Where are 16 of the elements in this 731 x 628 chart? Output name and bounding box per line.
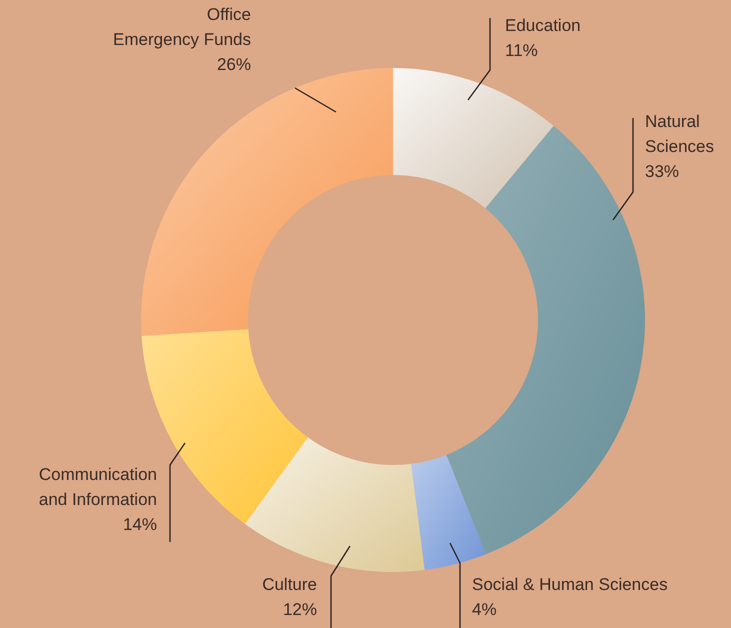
data-label: 26% <box>216 55 251 74</box>
data-label: 4% <box>472 600 497 619</box>
slice-label: Natural Sciences <box>645 112 714 156</box>
donut-slice <box>393 68 554 208</box>
slice-label: Culture <box>262 575 317 594</box>
data-label: 12% <box>282 600 317 619</box>
data-label: 14% <box>122 515 157 534</box>
slice-label: Social & Human Sciences <box>472 575 668 594</box>
donut-slice <box>411 454 486 570</box>
donut-slice <box>244 437 425 572</box>
data-label: 33% <box>645 162 680 181</box>
slice-label: Education <box>505 16 581 35</box>
slice-label: Communication and Information <box>38 465 157 509</box>
data-label: 11% <box>505 41 538 60</box>
slice-label: Office Emergency Funds <box>113 5 251 49</box>
donut-slice <box>446 126 645 554</box>
